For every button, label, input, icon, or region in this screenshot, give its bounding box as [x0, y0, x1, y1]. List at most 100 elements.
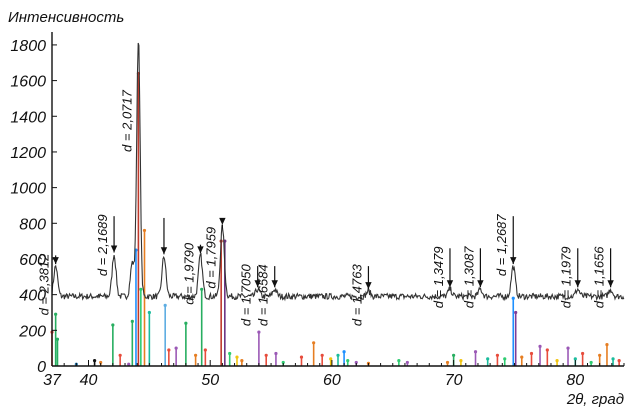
reference-line-tip	[346, 359, 350, 363]
reference-line-tip	[139, 287, 143, 291]
reference-line-tip	[118, 353, 122, 357]
reference-line-tip	[228, 351, 232, 356]
reference-line-tip	[598, 353, 602, 357]
reference-line-tip	[354, 360, 358, 365]
reference-line-tip	[127, 362, 131, 366]
peak-d-label: d = 2,1689	[95, 214, 110, 276]
peak-arrow-head	[477, 280, 484, 288]
peak-arrow-head	[254, 280, 261, 288]
peak-arrow-head	[197, 246, 204, 254]
x-tick-label: 60	[323, 372, 341, 389]
diffraction-pattern-line	[51, 42, 625, 302]
reference-line-tip	[184, 321, 188, 325]
x-tick-label: 50	[201, 372, 219, 389]
y-tick-label: 400	[19, 288, 46, 305]
peak-arrow-head	[160, 247, 168, 255]
reference-line-tip	[514, 310, 518, 315]
reference-line-tip	[473, 350, 478, 354]
x-tick-labels: 37 40 50 60 70 80	[43, 372, 584, 389]
reference-line-tip	[203, 348, 207, 352]
reference-line-tip	[452, 353, 456, 357]
y-tick-label: 1800	[10, 38, 46, 55]
peak-arrows	[52, 216, 614, 290]
y-tick-labels: 0 200 400 600 800 1000 1200 1400 1600 1800	[10, 38, 46, 376]
y-axis-label: Интенсивность	[8, 9, 124, 26]
peak-arrow-head	[446, 280, 454, 288]
reference-line-tip	[545, 348, 549, 352]
reference-line-tip	[54, 312, 58, 316]
y-tick-label: 800	[19, 216, 46, 233]
y-tick-label: 1200	[10, 145, 46, 162]
reference-line-tip	[566, 346, 570, 350]
x-tick-label: 40	[80, 372, 98, 389]
reference-line-tip	[573, 357, 577, 361]
reference-line-tip	[92, 359, 97, 363]
reference-line-tip	[617, 359, 621, 363]
y-tick-label: 1000	[10, 181, 46, 198]
reference-line-tip	[503, 357, 507, 361]
peak-d-label: d = 1,4763	[349, 264, 364, 327]
reference-line-tip	[200, 287, 204, 291]
reference-line-tip	[312, 341, 316, 345]
peak-d-label: d = 1,1656	[592, 246, 607, 309]
peak-arrow-head	[574, 280, 581, 288]
reference-line-tip	[329, 357, 333, 361]
x-tick-label: 80	[566, 372, 584, 389]
reference-line-tip	[240, 359, 244, 363]
reference-line-tip	[520, 355, 524, 359]
reference-line-tip	[511, 296, 515, 300]
x-axis-label: 2θ, град	[566, 391, 624, 408]
peak-arrow-head	[52, 257, 59, 265]
reference-line-tip	[336, 353, 340, 357]
reference-line-tip	[264, 353, 268, 357]
y-tick-label: 1400	[10, 109, 46, 126]
reference-line-tip	[163, 303, 167, 307]
peak-arrow-head	[271, 280, 278, 288]
peak-arrow-head	[510, 257, 517, 265]
reference-line-tip	[605, 342, 609, 347]
peak-d-labels: d = 2,3812 d = 2,1689 d = 2,0717 d = 1,9790…	[37, 89, 607, 326]
reference-line-tip	[495, 353, 500, 357]
reference-line-tip	[405, 360, 409, 365]
reference-line-tip	[55, 337, 60, 341]
reference-line-tip	[130, 319, 134, 324]
reference-line-tip	[299, 355, 304, 359]
reference-line-tip	[529, 351, 534, 356]
peak-arrow-head	[110, 245, 118, 253]
y-tick-label: 200	[18, 323, 46, 340]
peak-d-label: d = 2,0717	[119, 89, 134, 152]
x-tick-label: 37	[43, 372, 62, 389]
reference-line-tip	[589, 360, 593, 365]
reference-line-tip	[174, 346, 178, 350]
reference-line-tip	[397, 359, 401, 363]
peak-d-label: d = 2,3812	[37, 253, 52, 316]
reference-line-tip	[281, 360, 285, 365]
peak-d-label: d = 1,3479	[431, 246, 446, 308]
peak-arrow-head	[607, 280, 614, 288]
peak-d-label: d = 1,3087	[461, 246, 476, 309]
peak-arrow-head	[365, 282, 372, 290]
axes	[51, 32, 625, 367]
reference-line-tip	[147, 310, 151, 315]
reference-line-tip	[320, 353, 324, 357]
y-tick-label: 600	[19, 252, 46, 269]
reference-lines	[50, 71, 621, 366]
reference-line-tip	[486, 357, 490, 361]
reference-line-tip	[194, 353, 198, 357]
reference-line-tip	[235, 355, 239, 359]
peak-d-label: d = 1,7959	[203, 227, 218, 289]
reference-line-tip	[99, 360, 103, 365]
peak-d-label: d = 1,2687	[494, 214, 509, 277]
peak-arrow-head	[219, 217, 226, 225]
reference-line-tip	[111, 323, 115, 327]
reference-line-tip	[142, 228, 147, 233]
reference-line-tip	[459, 359, 463, 363]
reference-line-tip	[167, 348, 171, 352]
x-tick-label: 70	[445, 372, 463, 389]
reference-line-tip	[555, 359, 559, 363]
reference-line-tip	[257, 330, 261, 334]
peak-d-label: d = 1,1979	[559, 246, 574, 308]
peak-d-label: d = 1,6584	[256, 264, 271, 326]
reference-line-tip	[342, 350, 346, 354]
